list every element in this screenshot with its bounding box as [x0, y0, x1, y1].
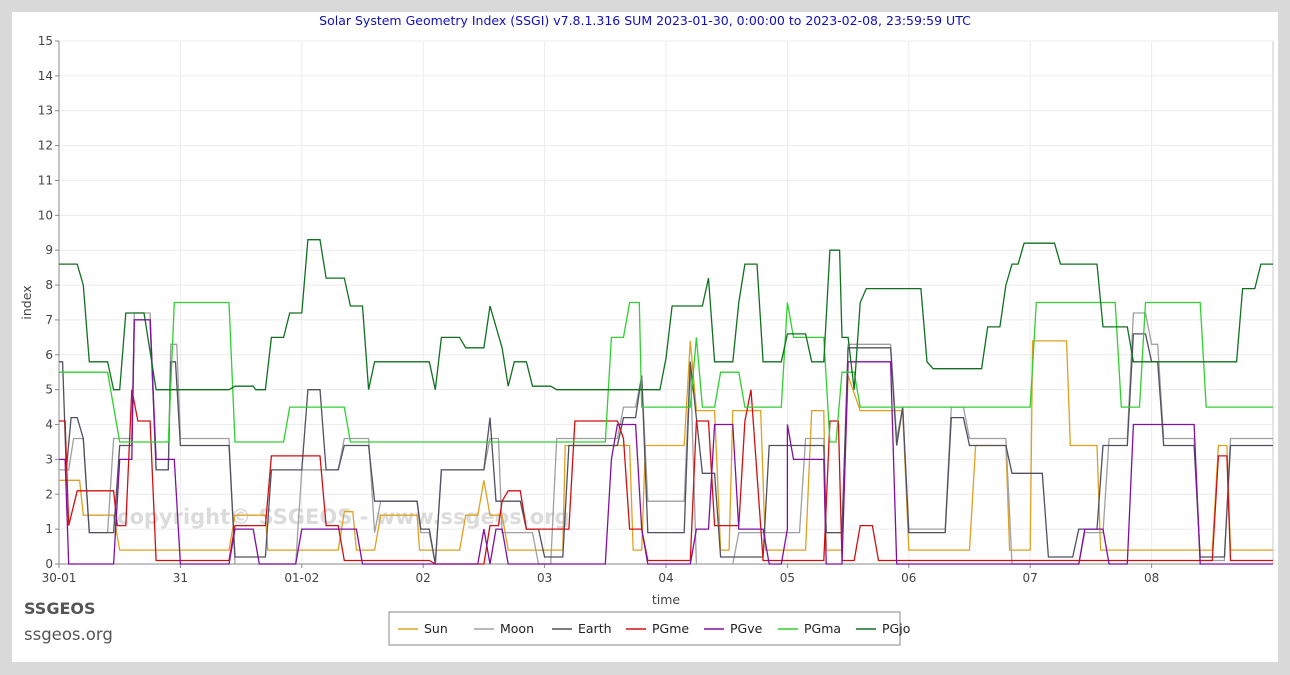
series-line-moon [59, 312, 1273, 565]
x-tick-label: 05 [780, 571, 795, 585]
brand-url: ssgeos.org [24, 625, 113, 644]
y-tick-label: 3 [45, 452, 53, 466]
legend-item-moon: Moon [474, 621, 534, 636]
series-line-pgjo [59, 239, 1273, 391]
x-tick-label: 30-01 [42, 571, 77, 585]
series-layer [59, 239, 1273, 565]
legend-item-earth: Earth [552, 621, 612, 636]
legend-item-pgma: PGma [778, 621, 841, 636]
legend-item-pgjo: PGjo [856, 621, 910, 636]
y-tick-label: 6 [45, 348, 53, 362]
y-tick-label: 5 [45, 383, 53, 397]
x-tick-label: 31 [173, 571, 188, 585]
legend-item-pgve: PGve [704, 621, 763, 636]
x-tick-label: 08 [1144, 571, 1159, 585]
legend-label: PGme [652, 621, 689, 636]
legend-item-pgme: PGme [626, 621, 689, 636]
legend-label: PGma [804, 621, 841, 636]
x-tick-label: 04 [658, 571, 673, 585]
legend-label: Moon [500, 621, 534, 636]
x-axis-label: time [652, 592, 681, 607]
y-tick-label: 15 [38, 34, 53, 48]
y-tick-label: 13 [38, 104, 53, 118]
legend-label: Earth [578, 621, 612, 636]
chart-panel: Solar System Geometry Index (SSGI) v7.8.… [12, 12, 1278, 662]
y-tick-label: 9 [45, 243, 53, 257]
x-tick-label: 02 [416, 571, 431, 585]
y-tick-label: 2 [45, 487, 53, 501]
y-tick-label: 4 [45, 418, 53, 432]
y-tick-label: 8 [45, 278, 53, 292]
series-line-pgma [59, 301, 1273, 443]
x-tick-label: 07 [1023, 571, 1038, 585]
series-line-sun [59, 340, 1273, 551]
y-tick-label: 10 [38, 208, 53, 222]
y-tick-label: 11 [38, 173, 53, 187]
x-tick-label: 01-02 [284, 571, 319, 585]
legend: Sun Moon Earth PGme PGve PGma PGjo [388, 611, 910, 646]
series-line-pgve [59, 319, 1273, 565]
legend-label: PGve [730, 621, 763, 636]
y-axis-label: index [19, 285, 34, 319]
chart: Solar System Geometry Index (SSGI) v7.8.… [19, 13, 1274, 646]
brand-name: SSGEOS [24, 599, 96, 618]
y-tick-label: 12 [38, 139, 53, 153]
legend-label: PGjo [882, 621, 910, 636]
chart-title: Solar System Geometry Index (SSGI) v7.8.… [319, 13, 971, 28]
series-line-pgme [59, 389, 1273, 565]
y-tick-label: 1 [45, 522, 53, 536]
legend-label: Sun [424, 621, 448, 636]
y-tick-label: 7 [45, 313, 53, 327]
legend-item-sun: Sun [398, 621, 448, 636]
x-tick-label: 03 [537, 571, 552, 585]
x-tick-label: 06 [901, 571, 916, 585]
y-tick-label: 14 [38, 69, 53, 83]
y-tick-label: 0 [45, 557, 53, 571]
